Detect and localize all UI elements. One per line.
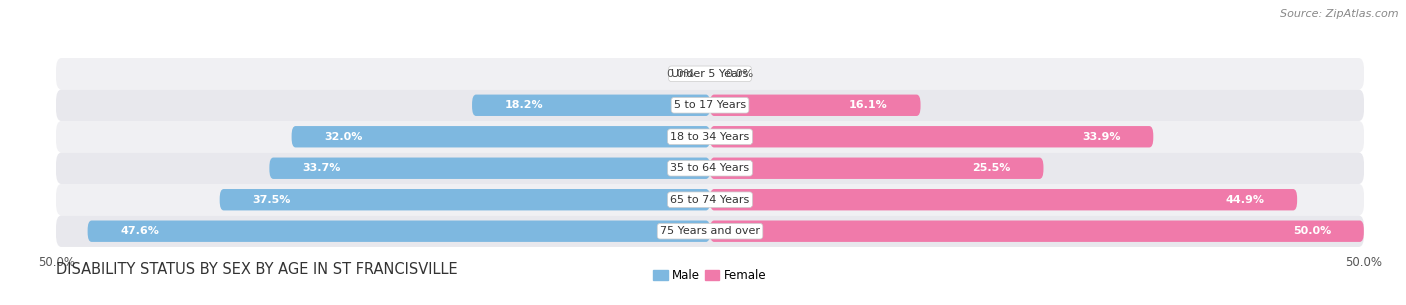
Text: 18 to 34 Years: 18 to 34 Years: [671, 132, 749, 142]
Text: 44.9%: 44.9%: [1226, 195, 1264, 205]
FancyBboxPatch shape: [56, 184, 1364, 215]
FancyBboxPatch shape: [270, 158, 710, 179]
Text: 33.7%: 33.7%: [302, 163, 340, 173]
Text: 35 to 64 Years: 35 to 64 Years: [671, 163, 749, 173]
Text: 25.5%: 25.5%: [973, 163, 1011, 173]
Text: 32.0%: 32.0%: [325, 132, 363, 142]
Text: 33.9%: 33.9%: [1083, 132, 1121, 142]
Text: 5 to 17 Years: 5 to 17 Years: [673, 100, 747, 110]
FancyBboxPatch shape: [219, 189, 710, 210]
Text: 37.5%: 37.5%: [253, 195, 291, 205]
FancyBboxPatch shape: [87, 221, 710, 242]
FancyBboxPatch shape: [710, 189, 1298, 210]
FancyBboxPatch shape: [710, 95, 921, 116]
Text: 0.0%: 0.0%: [666, 69, 695, 79]
Text: Source: ZipAtlas.com: Source: ZipAtlas.com: [1281, 9, 1399, 19]
FancyBboxPatch shape: [56, 58, 1364, 90]
FancyBboxPatch shape: [710, 126, 1153, 147]
Text: 65 to 74 Years: 65 to 74 Years: [671, 195, 749, 205]
Text: 47.6%: 47.6%: [121, 226, 159, 236]
FancyBboxPatch shape: [56, 215, 1364, 247]
Text: 18.2%: 18.2%: [505, 100, 543, 110]
Text: 16.1%: 16.1%: [849, 100, 887, 110]
FancyBboxPatch shape: [710, 221, 1364, 242]
FancyBboxPatch shape: [472, 95, 710, 116]
Legend: Male, Female: Male, Female: [648, 265, 772, 287]
FancyBboxPatch shape: [291, 126, 710, 147]
Text: DISABILITY STATUS BY SEX BY AGE IN ST FRANCISVILLE: DISABILITY STATUS BY SEX BY AGE IN ST FR…: [56, 262, 458, 277]
Text: 50.0%: 50.0%: [1294, 226, 1331, 236]
Text: 0.0%: 0.0%: [725, 69, 754, 79]
FancyBboxPatch shape: [56, 152, 1364, 184]
Text: 75 Years and over: 75 Years and over: [659, 226, 761, 236]
Text: Under 5 Years: Under 5 Years: [672, 69, 748, 79]
FancyBboxPatch shape: [56, 90, 1364, 121]
FancyBboxPatch shape: [710, 158, 1043, 179]
FancyBboxPatch shape: [56, 121, 1364, 152]
